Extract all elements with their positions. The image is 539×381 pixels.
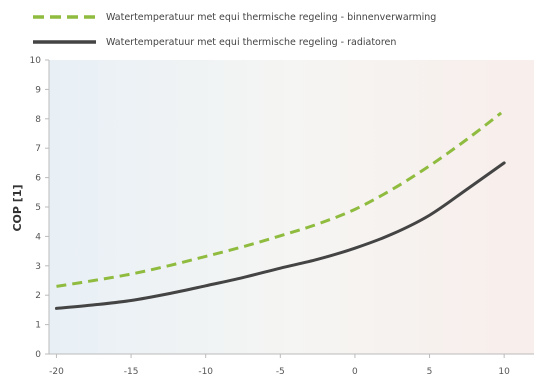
y-tick-label: 4: [35, 232, 41, 242]
y-tick-label: 0: [35, 350, 41, 360]
y-tick-label: 8: [35, 115, 41, 125]
y-tick-label: 10: [30, 56, 42, 66]
series-line-radiatoren: [54, 161, 506, 310]
legend: Watertemperatuur met equi thermische reg…: [33, 12, 436, 48]
y-tick-label: 7: [35, 144, 41, 154]
plot-background: [49, 60, 534, 354]
x-tick-label: 0: [352, 367, 358, 377]
x-tick-label: -15: [124, 367, 139, 377]
x-tick-label: -5: [276, 367, 285, 377]
x-axis: -20 -15 -10 -5 0 5 10: [49, 353, 534, 377]
y-tick-label: 2: [35, 291, 41, 301]
y-axis-title: COP [1]: [11, 184, 24, 231]
y-tick-label: 1: [35, 321, 41, 331]
x-tick-label: 10: [498, 367, 510, 377]
x-tick-label: 5: [427, 367, 433, 377]
y-axis: 0 1 2 3 4 5 6 7 8 9 10: [30, 56, 50, 360]
legend-label-radiatoren: Watertemperatuur met equi thermische reg…: [106, 37, 396, 48]
y-tick-label: 6: [35, 174, 41, 184]
series-layer: [54, 111, 506, 310]
y-tick-label: 9: [35, 85, 41, 95]
legend-label-binnenverwarming: Watertemperatuur met equi thermische reg…: [106, 12, 436, 23]
y-tick-label: 3: [35, 262, 41, 272]
y-tick-label: 5: [35, 203, 41, 213]
x-tick-label: -10: [198, 367, 213, 377]
series-line-binnenverwarming: [56, 111, 503, 288]
x-tick-label: -20: [49, 367, 64, 377]
